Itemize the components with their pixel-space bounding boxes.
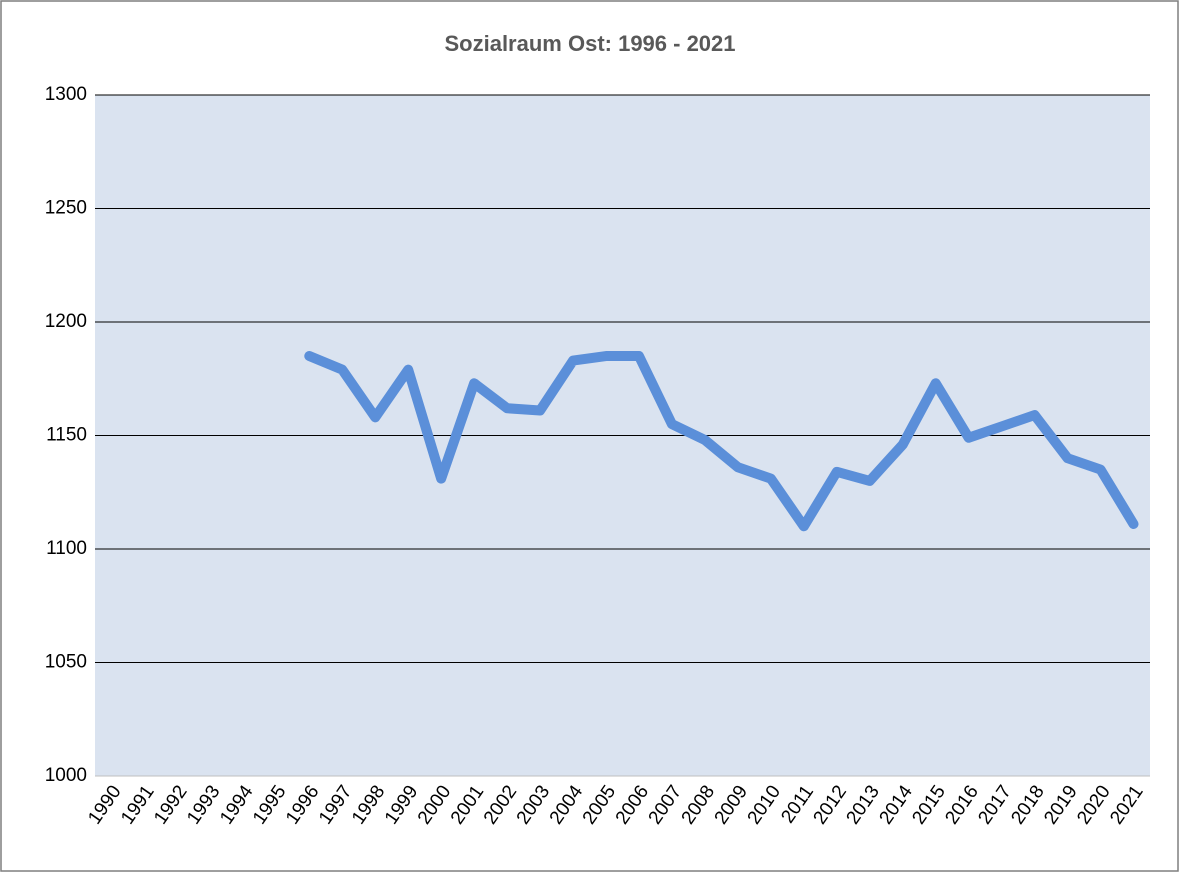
- y-tick-label: 1150: [46, 425, 87, 446]
- chart-title: Sozialraum Ost: 1996 - 2021: [444, 31, 735, 56]
- y-tick-label: 1300: [45, 84, 87, 105]
- y-tick-label: 1200: [45, 311, 87, 332]
- y-tick-label: 1250: [45, 198, 87, 219]
- data-line: [304, 351, 1139, 532]
- y-tick-label: 1050: [45, 652, 87, 673]
- y-tick-label: 1100: [46, 538, 87, 559]
- y-tick-label: 1000: [45, 765, 87, 786]
